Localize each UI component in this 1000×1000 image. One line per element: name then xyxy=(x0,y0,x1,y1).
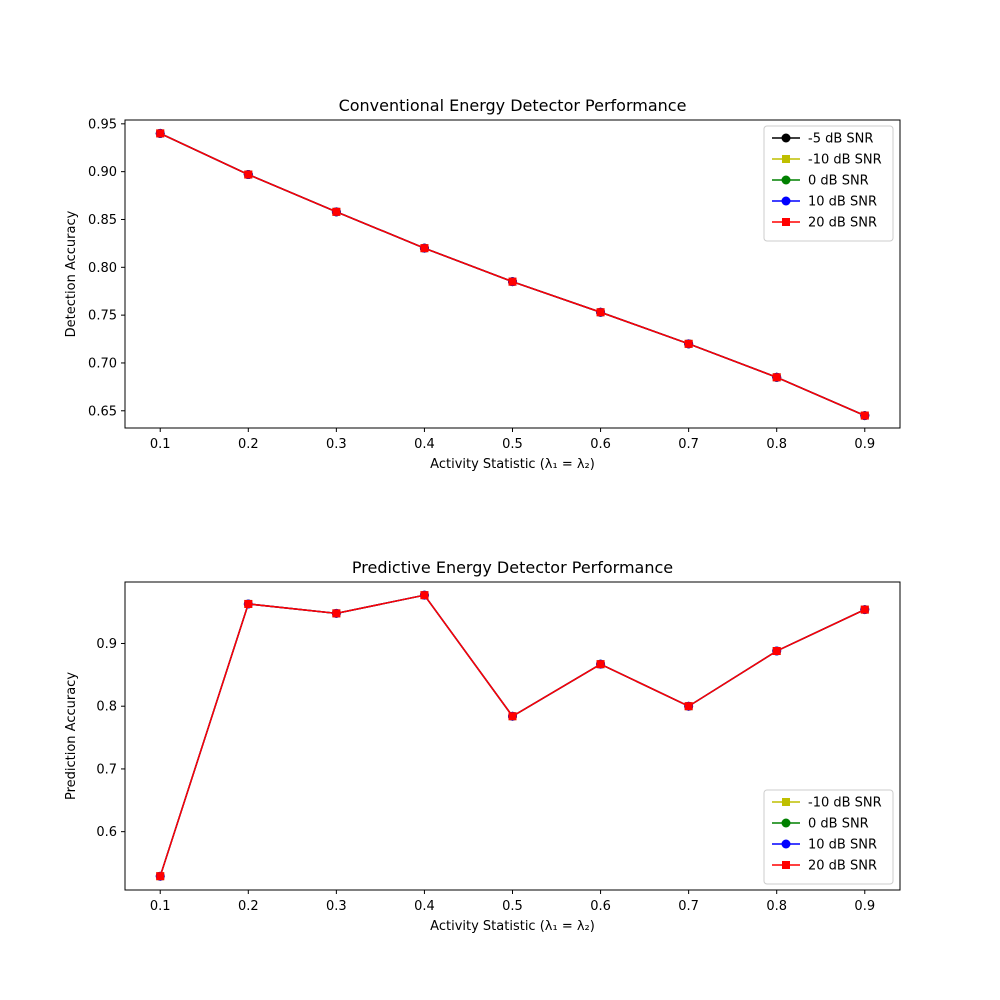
data-point xyxy=(332,207,341,216)
y-tick-label: 0.80 xyxy=(88,261,117,276)
legend-marker xyxy=(782,155,790,163)
x-tick-label: 0.6 xyxy=(590,437,611,452)
x-tick-label: 0.5 xyxy=(502,899,523,914)
x-tick-label: 0.2 xyxy=(238,899,259,914)
legend: -5 dB SNR -10 dB SNR 0 dB SNR 10 dB SNR 20 d… xyxy=(763,125,894,242)
y-tick-label: 0.85 xyxy=(88,213,117,228)
x-tick-label: 0.7 xyxy=(678,899,699,914)
x-tick-label: 0.9 xyxy=(854,899,875,914)
legend-label: -5 dB SNR xyxy=(808,132,873,147)
data-point xyxy=(420,591,429,600)
x-tick-label: 0.9 xyxy=(854,437,875,452)
x-tick-label: 0.3 xyxy=(326,437,347,452)
legend-marker xyxy=(782,218,790,226)
series-20 dB SNR xyxy=(156,591,869,881)
conventional-detector-chart: Conventional Energy Detector Performance… xyxy=(64,96,901,472)
legend-label: 10 dB SNR xyxy=(808,838,877,853)
data-point xyxy=(508,277,517,286)
data-point xyxy=(860,411,869,420)
chart-title: Predictive Energy Detector Performance xyxy=(352,558,673,577)
predictive-detector-chart: Predictive Energy Detector Performance 0.… xyxy=(64,558,901,934)
data-point xyxy=(244,599,253,608)
legend-label: 20 dB SNR xyxy=(808,216,877,231)
legend-box xyxy=(763,789,894,885)
legend-marker xyxy=(781,818,791,828)
y-tick-label: 0.75 xyxy=(88,309,117,324)
x-tick-label: 0.5 xyxy=(502,437,523,452)
x-tick-label: 0.1 xyxy=(150,899,171,914)
legend-label: 0 dB SNR xyxy=(808,174,869,189)
x-tick-label: 0.2 xyxy=(238,437,259,452)
data-point xyxy=(684,702,693,711)
data-point xyxy=(772,373,781,382)
x-tick-label: 0.6 xyxy=(590,899,611,914)
legend-marker xyxy=(781,839,791,849)
y-tick-label: 0.90 xyxy=(88,165,117,180)
data-point xyxy=(156,129,165,138)
data-point xyxy=(860,605,869,614)
series-20 dB SNR xyxy=(156,129,869,420)
x-tick-label: 0.7 xyxy=(678,437,699,452)
legend-marker xyxy=(782,798,790,806)
legend-label: -10 dB SNR xyxy=(808,796,882,811)
data-point xyxy=(332,609,341,618)
legend-marker xyxy=(781,133,791,143)
x-tick-label: 0.8 xyxy=(766,899,787,914)
legend-label: 0 dB SNR xyxy=(808,817,869,832)
x-tick-label: 0.4 xyxy=(414,899,435,914)
data-point xyxy=(772,647,781,656)
legend-label: -10 dB SNR xyxy=(808,153,882,168)
y-tick-label: 0.65 xyxy=(88,404,117,419)
y-tick-label: 0.6 xyxy=(96,825,117,840)
data-point xyxy=(684,339,693,348)
data-point xyxy=(420,244,429,253)
data-point xyxy=(596,308,605,317)
data-point xyxy=(244,170,253,179)
y-tick-label: 0.8 xyxy=(96,700,117,715)
plot-frame xyxy=(124,581,901,891)
y-tick-label: 0.95 xyxy=(88,117,117,132)
legend-marker xyxy=(781,196,791,206)
y-tick-label: 0.9 xyxy=(96,637,117,652)
y-tick-label: 0.7 xyxy=(96,762,117,777)
legend: -10 dB SNR 0 dB SNR 10 dB SNR 20 dB SNR xyxy=(763,789,894,885)
data-point xyxy=(156,872,165,881)
x-tick-label: 0.3 xyxy=(326,899,347,914)
legend-box xyxy=(763,125,894,242)
plot-frame xyxy=(124,119,901,429)
data-point xyxy=(508,712,517,721)
legend-label: 10 dB SNR xyxy=(808,195,877,210)
x-axis-label: Activity Statistic (λ₁ = λ₂) xyxy=(430,919,595,934)
legend-label: 20 dB SNR xyxy=(808,859,877,874)
y-tick-label: 0.70 xyxy=(88,356,117,371)
x-tick-label: 0.1 xyxy=(150,437,171,452)
x-tick-label: 0.4 xyxy=(414,437,435,452)
x-tick-label: 0.8 xyxy=(766,437,787,452)
legend-marker xyxy=(781,175,791,185)
x-axis-label: Activity Statistic (λ₁ = λ₂) xyxy=(430,457,595,472)
y-axis-label: Prediction Accuracy xyxy=(64,672,79,800)
data-point xyxy=(596,660,605,669)
chart-title: Conventional Energy Detector Performance xyxy=(339,96,687,115)
y-axis-label: Detection Accuracy xyxy=(64,210,79,337)
legend-marker xyxy=(782,861,790,869)
